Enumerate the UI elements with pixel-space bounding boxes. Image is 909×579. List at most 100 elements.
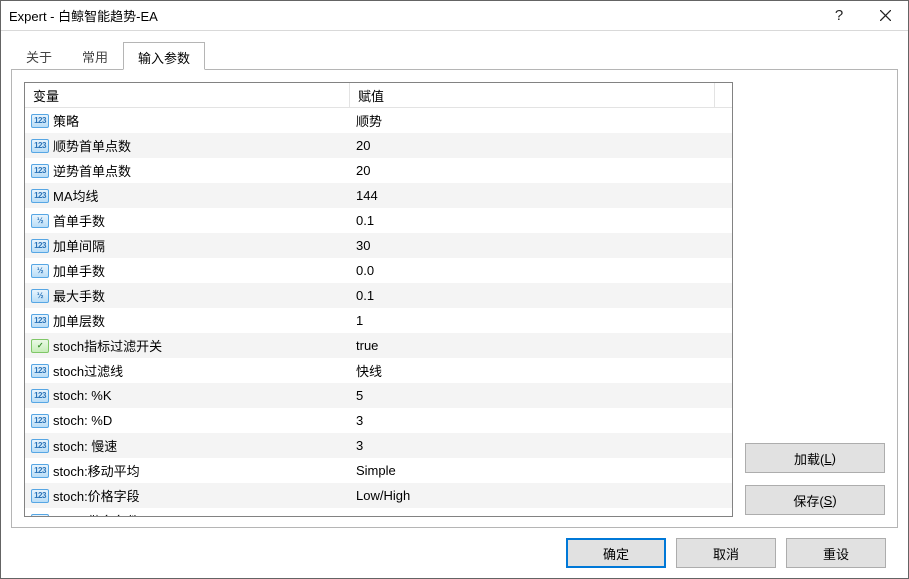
parameter-name-cell: 123 stoch:移动平均 — [25, 458, 350, 483]
int-type-icon: 123 — [31, 389, 49, 403]
parameter-value-cell[interactable]: 12.0 — [350, 508, 732, 516]
parameter-value-cell[interactable]: 1 — [350, 308, 732, 333]
parameter-name: 顺势首单点数 — [53, 136, 131, 155]
reset-button[interactable]: 重设 — [786, 538, 886, 568]
listview-body: 123策略顺势123顺势首单点数20123逆势首单点数20123MA均线144½… — [25, 108, 732, 516]
parameter-name: stoch指标过滤开关 — [53, 336, 162, 355]
parameter-name-cell: ½最大手数 — [25, 283, 350, 308]
dialog-footer: 确定 取消 重设 — [11, 528, 898, 578]
parameter-row[interactable]: 123 stoch过滤线 快线 — [25, 358, 732, 383]
parameter-name-cell: ½加单手数 — [25, 258, 350, 283]
parameter-name: 逆势首单点数 — [53, 161, 131, 180]
parameter-name-cell: 123 顺势首单点数 — [25, 133, 350, 158]
parameter-value-cell[interactable]: 20 — [350, 158, 732, 183]
parameter-row[interactable]: 123 stoch: %D 3 — [25, 408, 732, 433]
parameter-row[interactable]: 123 stoch: %K 5 — [25, 383, 732, 408]
column-header-value[interactable]: 赋值 — [350, 83, 715, 107]
parameter-name: 加单手数 — [53, 261, 105, 280]
parameter-row[interactable]: ½最大手数0.1 — [25, 283, 732, 308]
parameter-row[interactable]: 123 stoch: 慢速 3 — [25, 433, 732, 458]
parameter-value-cell[interactable]: 0.1 — [350, 283, 732, 308]
parameter-row[interactable]: ✓ stoch指标过滤开关 true — [25, 333, 732, 358]
parameter-name: stoch过滤线 — [53, 361, 123, 380]
parameter-value-cell[interactable]: 0.1 — [350, 208, 732, 233]
parameter-row[interactable]: 123加单间隔30 — [25, 233, 732, 258]
tab-panel-inputs: 变量 赋值 123策略顺势123顺势首单点数20123逆势首单点数20123MA… — [11, 69, 898, 528]
parameter-value-cell[interactable]: 快线 — [350, 358, 732, 383]
help-button[interactable]: ? — [816, 1, 862, 31]
parameter-name: stoch: %D — [53, 413, 112, 428]
parameter-value-cell[interactable]: 3 — [350, 433, 732, 458]
parameter-row[interactable]: 123 策略 顺势 — [25, 108, 732, 133]
parameter-name-cell: 123加单间隔 — [25, 233, 350, 258]
parameter-name-cell: 123MA均线 — [25, 183, 350, 208]
listview-rows[interactable]: 123策略顺势123顺势首单点数20123逆势首单点数20123MA均线144½… — [25, 108, 732, 516]
parameter-name: stoch:移动平均 — [53, 461, 140, 480]
int-type-icon: 123 — [31, 414, 49, 428]
ok-button[interactable]: 确定 — [566, 538, 666, 568]
parameter-name: stoch:价格字段 — [53, 486, 140, 505]
parameter-name-cell: 123 stoch: 慢速 — [25, 433, 350, 458]
parameter-name-cell: ✓ stoch指标过滤开关 — [25, 333, 350, 358]
parameter-name-cell: 123 stoch:价格字段 — [25, 483, 350, 508]
dialog-window: Expert - 白鲸智能趋势-EA ? 关于常用输入参数 变量 赋值 123 策… — [0, 0, 909, 579]
parameter-value-cell[interactable]: 144 — [350, 183, 732, 208]
parameter-name-cell: 123 stoch: %K — [25, 383, 350, 408]
close-button[interactable] — [862, 1, 908, 31]
parameter-row[interactable]: 123 stoch:价格字段 Low/High — [25, 483, 732, 508]
parameter-name: stoch:做多条件 — [53, 511, 140, 516]
parameters-listview[interactable]: 变量 赋值 123策略顺势123顺势首单点数20123逆势首单点数20123MA… — [24, 82, 733, 517]
parameter-row[interactable]: 123 加单层数 1 — [25, 308, 732, 333]
parameter-row[interactable]: ½stoch:做多条件12.0 — [25, 508, 732, 516]
parameter-name-cell: ½stoch:做多条件 — [25, 508, 350, 516]
parameter-row[interactable]: 123 stoch:移动平均 Simple — [25, 458, 732, 483]
int-type-icon: 123 — [31, 114, 49, 128]
parameter-value-cell[interactable]: Simple — [350, 458, 732, 483]
load-button[interactable]: 加载(L) — [745, 443, 885, 473]
parameter-value-cell[interactable]: 顺势 — [350, 108, 732, 133]
parameter-value-cell[interactable]: 3 — [350, 408, 732, 433]
parameter-value-cell[interactable]: 0.0 — [350, 258, 732, 283]
help-icon: ? — [835, 7, 843, 24]
int-type-icon: 123 — [31, 164, 49, 178]
int-type-icon: 123 — [31, 489, 49, 503]
int-type-icon: 123 — [31, 439, 49, 453]
parameter-value-cell[interactable]: 20 — [350, 133, 732, 158]
int-type-icon: 123 — [31, 364, 49, 378]
parameter-name: MA均线 — [53, 186, 99, 205]
cancel-button[interactable]: 取消 — [676, 538, 776, 568]
parameter-row[interactable]: 123 顺势首单点数 20 — [25, 133, 732, 158]
parameter-name: 首单手数 — [53, 211, 105, 230]
parameter-name: 加单层数 — [53, 311, 105, 330]
column-header-variable[interactable]: 变量 — [25, 83, 350, 107]
parameter-name-cell: 123 stoch: %D — [25, 408, 350, 433]
parameter-name: 策略 — [53, 111, 79, 130]
int-type-icon: 123 — [31, 139, 49, 153]
parameter-value-cell[interactable]: true — [350, 333, 732, 358]
parameter-value-cell[interactable]: Low/High — [350, 483, 732, 508]
titlebar: Expert - 白鲸智能趋势-EA ? — [1, 1, 908, 31]
tab-about[interactable]: 关于 — [11, 41, 67, 69]
parameter-name: 加单间隔 — [53, 236, 105, 255]
parameter-value-cell[interactable]: 30 — [350, 233, 732, 258]
parameter-name: stoch: 慢速 — [53, 436, 117, 455]
bool-type-icon: ✓ — [31, 339, 49, 353]
parameter-value-cell[interactable]: 5 — [350, 383, 732, 408]
parameters-container: 变量 赋值 123策略顺势123顺势首单点数20123逆势首单点数20123MA… — [24, 82, 733, 517]
parameter-name-cell: 123 逆势首单点数 — [25, 158, 350, 183]
int-type-icon: 123 — [31, 314, 49, 328]
tab-common[interactable]: 常用 — [67, 41, 123, 69]
parameter-row[interactable]: 123MA均线144 — [25, 183, 732, 208]
parameter-row[interactable]: ½首单手数0.1 — [25, 208, 732, 233]
parameter-row[interactable]: 123 逆势首单点数 20 — [25, 158, 732, 183]
parameter-name-cell: 123 加单层数 — [25, 308, 350, 333]
parameter-name-cell: 123 stoch过滤线 — [25, 358, 350, 383]
tab-inputs[interactable]: 输入参数 — [123, 42, 205, 70]
close-icon — [880, 10, 891, 21]
parameter-name-cell: 123 策略 — [25, 108, 350, 133]
parameter-row[interactable]: ½加单手数0.0 — [25, 258, 732, 283]
int-type-icon: 123 — [31, 464, 49, 478]
parameter-name: stoch: %K — [53, 388, 112, 403]
window-title: Expert - 白鲸智能趋势-EA — [9, 6, 816, 25]
save-button[interactable]: 保存(S) — [745, 485, 885, 515]
